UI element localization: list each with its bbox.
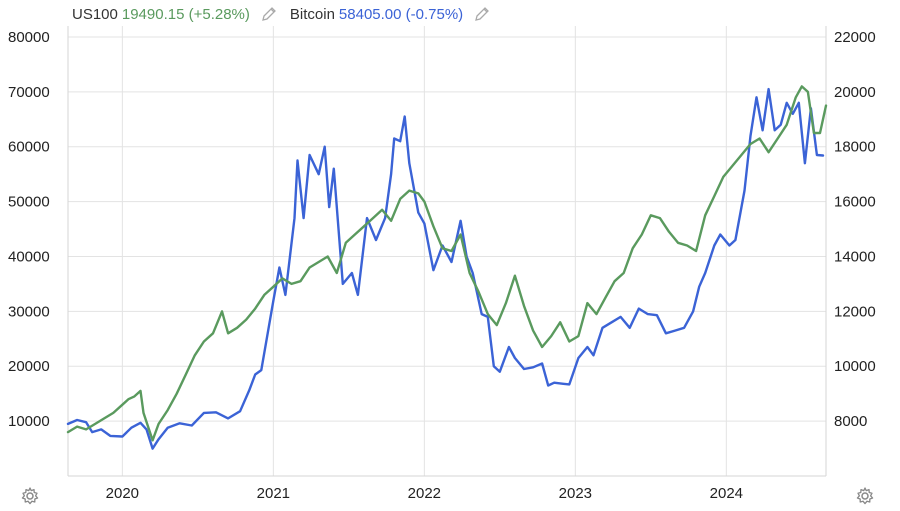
legend-us100-name: US100 bbox=[72, 5, 118, 23]
y-right-tick-label: 14000 bbox=[834, 248, 876, 265]
y-left-tick-label: 70000 bbox=[8, 84, 50, 101]
x-tick-label: 2022 bbox=[408, 485, 441, 502]
y-left-tick-label: 10000 bbox=[8, 413, 50, 430]
y-left-tick-label: 30000 bbox=[8, 303, 50, 320]
y-left-tick-label: 80000 bbox=[8, 29, 50, 46]
x-tick-label: 2023 bbox=[559, 485, 592, 502]
legend: US100 19490.15 (+5.28%) Bitcoin 58405.00… bbox=[72, 4, 503, 24]
legend-us100-value: 19490.15 (+5.28%) bbox=[121, 5, 250, 23]
y-right-tick-label: 16000 bbox=[834, 194, 876, 211]
x-tick-label: 2020 bbox=[106, 485, 139, 502]
y-left-tick-label: 20000 bbox=[8, 358, 50, 375]
y-left-tick-label: 40000 bbox=[8, 248, 50, 265]
legend-bitcoin-name: Bitcoin bbox=[289, 5, 335, 23]
series-line-us100 bbox=[66, 85, 828, 442]
series-line-bitcoin bbox=[66, 87, 825, 450]
y-right-tick-label: 20000 bbox=[834, 84, 876, 101]
legend-bitcoin-value: 58405.00 (-0.75%) bbox=[338, 5, 464, 23]
x-tick-label: 2024 bbox=[710, 485, 743, 502]
y-right-tick-label: 10000 bbox=[834, 358, 876, 375]
y-left-tick-label: 60000 bbox=[8, 139, 50, 156]
gear-icon[interactable] bbox=[20, 486, 40, 506]
y-right-tick-label: 12000 bbox=[834, 303, 876, 320]
y-right-tick-label: 18000 bbox=[834, 139, 876, 156]
y-right-tick-label: 22000 bbox=[834, 29, 876, 46]
pencil-icon[interactable] bbox=[260, 5, 278, 23]
x-tick-label: 2021 bbox=[257, 485, 290, 502]
y-right-tick-label: 8000 bbox=[834, 413, 867, 430]
gear-icon[interactable] bbox=[855, 486, 875, 506]
y-left-tick-label: 50000 bbox=[8, 194, 50, 211]
pencil-icon[interactable] bbox=[473, 5, 491, 23]
